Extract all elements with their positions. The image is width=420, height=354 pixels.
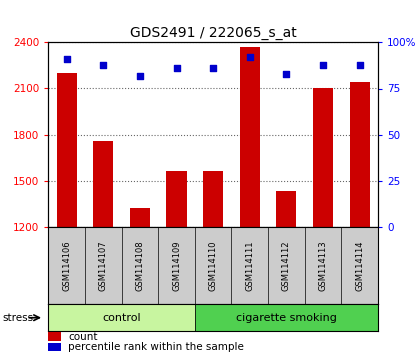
Text: GSM114110: GSM114110: [209, 240, 218, 291]
Text: count: count: [68, 331, 97, 342]
Bar: [240, 47, 260, 227]
Bar: [349, 82, 370, 227]
Bar: [130, 208, 150, 227]
Text: GSM114108: GSM114108: [135, 240, 144, 291]
Text: GSM114109: GSM114109: [172, 240, 181, 291]
Text: stress: stress: [2, 313, 33, 323]
Point: [356, 62, 363, 67]
Text: GSM114112: GSM114112: [282, 240, 291, 291]
Bar: [276, 191, 297, 227]
Text: GSM114106: GSM114106: [62, 240, 71, 291]
Text: GSM114107: GSM114107: [99, 240, 108, 291]
Text: cigarette smoking: cigarette smoking: [236, 313, 337, 323]
Bar: [48, 332, 61, 341]
Point: [210, 65, 217, 71]
Bar: [93, 141, 113, 227]
Point: [173, 65, 180, 71]
Text: control: control: [102, 313, 141, 323]
Bar: [195, 304, 378, 331]
Bar: [203, 171, 223, 227]
Text: GSM114114: GSM114114: [355, 240, 364, 291]
Text: percentile rank within the sample: percentile rank within the sample: [68, 342, 244, 352]
Point: [63, 56, 70, 62]
Point: [136, 73, 143, 79]
Bar: [313, 88, 333, 227]
Bar: [48, 343, 61, 351]
Bar: [57, 73, 77, 227]
Point: [320, 62, 326, 67]
Text: GSM114111: GSM114111: [245, 240, 254, 291]
Point: [283, 71, 290, 76]
Point: [100, 62, 107, 67]
Title: GDS2491 / 222065_s_at: GDS2491 / 222065_s_at: [130, 26, 297, 40]
Text: GSM114113: GSM114113: [318, 240, 328, 291]
Bar: [48, 304, 195, 331]
Bar: [166, 171, 186, 227]
Point: [247, 55, 253, 60]
